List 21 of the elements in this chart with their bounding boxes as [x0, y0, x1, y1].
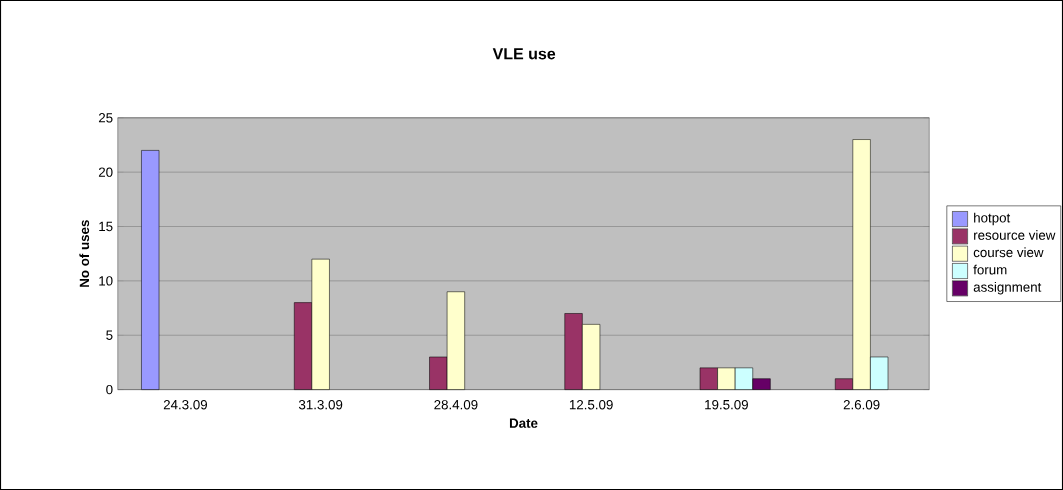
y-tick-label: 5	[106, 330, 113, 340]
y-tick-label: 0	[106, 384, 113, 395]
x-tick-label: 12.5.09	[569, 399, 613, 410]
legend-label: forum	[973, 264, 1007, 275]
chart-title: VLE use	[492, 48, 556, 60]
x-tick-label: 28.4.09	[434, 399, 478, 410]
legend-label: course view	[973, 247, 1044, 258]
x-axis-title: Date	[509, 418, 538, 428]
y-tick-label: 20	[98, 167, 113, 177]
x-tick-label: 31.3.09	[298, 399, 343, 410]
bar	[141, 150, 160, 390]
legend-label: resource view	[974, 230, 1056, 240]
x-tick-label: 19.5.09	[705, 399, 748, 410]
y-tick-label: 25	[98, 113, 113, 123]
y-axis-title: No of uses	[79, 220, 90, 287]
legend-label: assignment	[973, 281, 1042, 295]
y-tick-label: 10	[99, 276, 113, 286]
x-tick-label: 2.6.09	[843, 399, 880, 410]
legend-label: hotpot	[974, 212, 1011, 226]
x-tick-label: 24.3.09	[163, 399, 208, 410]
y-tick-label: 15	[99, 221, 113, 232]
